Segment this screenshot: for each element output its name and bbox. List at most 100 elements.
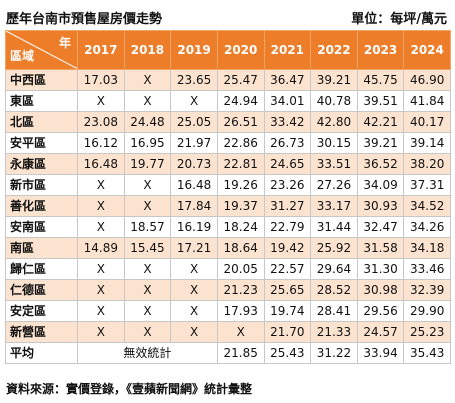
price-cell: 39.14: [403, 132, 451, 154]
price-cell: 23.65: [170, 69, 218, 91]
price-cell: X: [170, 90, 218, 112]
price-cell: 31.58: [356, 237, 405, 259]
price-cell: 27.26: [310, 174, 358, 196]
table-row: 歸仁區 X X X 20.05 22.57 29.64 31.30 33.46: [5, 258, 451, 280]
table-row: 安平區 16.12 16.95 21.97 22.86 26.73 30.15 39.21 39…: [5, 132, 451, 154]
price-cell: 24.48: [123, 111, 172, 133]
district-cell: 新營區: [5, 321, 78, 343]
price-cell: 26.73: [263, 132, 312, 154]
price-cell: 29.64: [310, 258, 358, 280]
year-header: 2024: [403, 30, 451, 70]
year-header: 2023: [356, 30, 405, 70]
price-cell: 25.05: [170, 111, 218, 133]
table-row: 善化區 X X 17.84 19.37 31.27 33.17 30.93 34.52: [5, 195, 451, 217]
price-cell: 24.94: [216, 90, 265, 112]
price-cell: 17.03: [77, 69, 125, 91]
price-cell: 34.09: [356, 174, 405, 196]
district-cell: 安平區: [5, 132, 78, 154]
average-row: 平均 無效統計 21.85 25.43 31.22 33.94 35.43: [5, 342, 451, 364]
average-cell: 31.22: [310, 342, 358, 364]
price-cell: X: [170, 321, 218, 343]
price-cell: 16.48: [170, 174, 218, 196]
price-table: 年 區域 2017 2018 2019 2020 2021 2022 2023 …: [5, 30, 451, 364]
price-cell: 45.75: [356, 69, 405, 91]
price-cell: 36.52: [356, 153, 405, 175]
table-row: 永康區 16.48 19.77 20.73 22.81 24.65 33.51 36.52 38…: [5, 153, 451, 175]
year-header: 2020: [216, 30, 265, 70]
price-cell: 39.51: [356, 90, 405, 112]
price-cell: X: [216, 321, 265, 343]
price-cell: 25.92: [310, 237, 358, 259]
average-cell: 25.43: [263, 342, 312, 364]
price-cell: 30.98: [356, 279, 405, 301]
price-cell: 26.51: [216, 111, 265, 133]
price-cell: 21.23: [216, 279, 265, 301]
price-cell: 21.70: [263, 321, 312, 343]
price-cell: X: [123, 90, 172, 112]
average-cell: 35.43: [403, 342, 451, 364]
price-cell: 23.26: [263, 174, 312, 196]
district-cell: 北區: [5, 111, 78, 133]
price-cell: 36.47: [263, 69, 312, 91]
corner-district-label: 區域: [10, 49, 35, 63]
year-header: 2017: [77, 30, 125, 70]
table-row: 中西區 17.03 X 23.65 25.47 36.47 39.21 45.75 46.90: [5, 69, 451, 91]
price-cell: 34.52: [403, 195, 451, 217]
price-cell: 42.80: [310, 111, 358, 133]
source-note: 資料來源：實價登錄，《壹蘋新聞網》統計彙整: [6, 382, 253, 396]
price-cell: 20.73: [170, 153, 218, 175]
table-row: 南區 14.89 15.45 17.21 18.64 19.42 25.92 31.58 34.…: [5, 237, 451, 259]
price-cell: 19.26: [216, 174, 265, 196]
table-row: 安南區 X 18.57 16.19 18.24 22.79 31.44 32.47 34.26: [5, 216, 451, 238]
price-cell: 28.52: [310, 279, 358, 301]
average-cell: 33.94: [356, 342, 405, 364]
district-cell: 仁德區: [5, 279, 78, 301]
table-row: 安定區 X X X 17.93 19.74 28.41 29.56 29.90: [5, 300, 451, 322]
price-cell: X: [123, 174, 172, 196]
price-cell: 32.39: [403, 279, 451, 301]
price-cell: 28.41: [310, 300, 358, 322]
price-cell: 33.46: [403, 258, 451, 280]
price-cell: 14.89: [77, 237, 125, 259]
price-cell: X: [170, 258, 218, 280]
price-cell: 40.17: [403, 111, 451, 133]
average-label: 平均: [5, 342, 78, 364]
price-cell: X: [77, 90, 125, 112]
price-cell: 46.90: [403, 69, 451, 91]
average-cell: 21.85: [216, 342, 265, 364]
price-cell: X: [123, 321, 172, 343]
header-row: 年 區域 2017 2018 2019 2020 2021 2022 2023 …: [5, 30, 451, 70]
price-cell: 17.84: [170, 195, 218, 217]
price-cell: 34.01: [263, 90, 312, 112]
price-cell: X: [77, 216, 125, 238]
price-cell: X: [170, 300, 218, 322]
price-cell: 33.51: [310, 153, 358, 175]
corner-diagonal: [6, 31, 77, 69]
year-header: 2019: [170, 30, 218, 70]
price-cell: 37.31: [403, 174, 451, 196]
price-cell: 30.15: [310, 132, 358, 154]
price-cell: 21.33: [310, 321, 358, 343]
district-cell: 永康區: [5, 153, 78, 175]
no-stats-cell: 無效統計: [77, 342, 218, 364]
price-cell: 16.19: [170, 216, 218, 238]
unit-label: 單位：每坪/萬元: [351, 12, 447, 27]
price-cell: 23.08: [77, 111, 125, 133]
price-cell: 16.95: [123, 132, 172, 154]
table-row: 新營區 X X X X 21.70 21.33 24.57 25.23: [5, 321, 451, 343]
year-header: 2018: [123, 30, 172, 70]
price-cell: 31.44: [310, 216, 358, 238]
price-cell: X: [77, 258, 125, 280]
corner-cell: 年 區域: [5, 30, 78, 70]
price-cell: 31.27: [263, 195, 312, 217]
price-cell: 25.65: [263, 279, 312, 301]
price-cell: 29.90: [403, 300, 451, 322]
page-title: 歷年台南市預售屋房價走勢: [6, 12, 163, 27]
price-cell: 18.64: [216, 237, 265, 259]
price-cell: 16.12: [77, 132, 125, 154]
price-cell: 24.65: [263, 153, 312, 175]
price-cell: X: [123, 195, 172, 217]
price-cell: X: [123, 258, 172, 280]
price-cell: 22.86: [216, 132, 265, 154]
price-cell: X: [77, 321, 125, 343]
